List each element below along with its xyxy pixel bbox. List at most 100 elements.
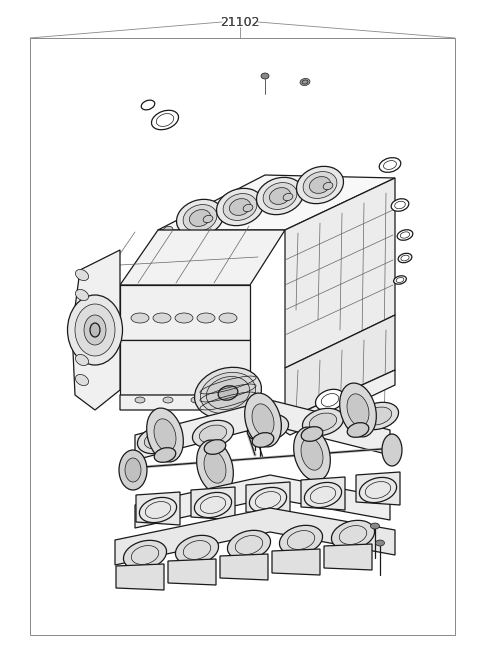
Ellipse shape (269, 188, 290, 204)
Ellipse shape (371, 523, 380, 529)
Ellipse shape (84, 315, 106, 345)
Bar (30, 38, 455, 635)
Ellipse shape (254, 419, 282, 437)
Polygon shape (168, 559, 216, 585)
Ellipse shape (135, 397, 145, 403)
Ellipse shape (301, 426, 323, 442)
Polygon shape (136, 492, 180, 525)
Ellipse shape (229, 198, 251, 215)
Polygon shape (72, 250, 120, 410)
Ellipse shape (199, 425, 227, 443)
Ellipse shape (216, 189, 264, 225)
Ellipse shape (323, 183, 333, 190)
Ellipse shape (256, 177, 303, 215)
Ellipse shape (197, 313, 215, 323)
Ellipse shape (283, 193, 293, 200)
Ellipse shape (137, 426, 179, 454)
Ellipse shape (251, 418, 259, 424)
Polygon shape (301, 477, 345, 510)
Ellipse shape (75, 290, 88, 300)
Text: 21102: 21102 (220, 16, 260, 28)
Ellipse shape (192, 420, 234, 447)
Ellipse shape (261, 73, 269, 79)
Ellipse shape (300, 78, 310, 85)
Text: 21102: 21102 (220, 16, 260, 28)
Polygon shape (120, 230, 285, 285)
Ellipse shape (279, 526, 323, 555)
Ellipse shape (194, 367, 262, 419)
Ellipse shape (347, 394, 369, 426)
Ellipse shape (257, 424, 263, 428)
Ellipse shape (243, 204, 253, 212)
Ellipse shape (68, 295, 122, 365)
Ellipse shape (391, 199, 409, 212)
Ellipse shape (75, 269, 88, 281)
Ellipse shape (394, 276, 407, 284)
Polygon shape (120, 285, 250, 340)
Ellipse shape (141, 100, 155, 110)
Ellipse shape (340, 383, 376, 437)
Ellipse shape (294, 427, 330, 481)
Ellipse shape (379, 158, 401, 172)
Ellipse shape (119, 450, 147, 490)
Ellipse shape (358, 402, 398, 430)
Polygon shape (285, 178, 395, 368)
Polygon shape (191, 487, 235, 520)
Ellipse shape (302, 80, 308, 84)
Ellipse shape (302, 408, 344, 436)
Ellipse shape (204, 451, 226, 483)
Ellipse shape (219, 313, 237, 323)
Ellipse shape (218, 386, 238, 400)
Polygon shape (356, 472, 400, 505)
Ellipse shape (309, 413, 336, 431)
Ellipse shape (154, 447, 176, 463)
Ellipse shape (310, 177, 331, 193)
Ellipse shape (75, 354, 88, 365)
Ellipse shape (263, 183, 297, 210)
Ellipse shape (223, 194, 257, 221)
Ellipse shape (90, 323, 100, 337)
Ellipse shape (252, 433, 274, 447)
Ellipse shape (332, 520, 374, 550)
Ellipse shape (154, 419, 176, 451)
Ellipse shape (197, 440, 233, 494)
Ellipse shape (183, 204, 217, 231)
Ellipse shape (398, 254, 412, 263)
Ellipse shape (144, 431, 172, 449)
Ellipse shape (163, 226, 173, 234)
Ellipse shape (252, 404, 274, 436)
Ellipse shape (203, 215, 213, 223)
Ellipse shape (382, 434, 402, 466)
Polygon shape (220, 554, 268, 580)
Polygon shape (158, 175, 395, 230)
Ellipse shape (163, 397, 173, 403)
Ellipse shape (375, 540, 384, 546)
Ellipse shape (297, 166, 344, 204)
Polygon shape (285, 315, 395, 420)
Ellipse shape (75, 304, 115, 356)
Polygon shape (120, 340, 250, 395)
Polygon shape (135, 475, 390, 528)
Polygon shape (272, 549, 320, 575)
Ellipse shape (152, 110, 179, 129)
Ellipse shape (247, 415, 288, 442)
Ellipse shape (147, 408, 183, 462)
Ellipse shape (175, 313, 193, 323)
Polygon shape (115, 508, 395, 565)
Ellipse shape (123, 540, 167, 570)
Ellipse shape (245, 393, 281, 447)
Ellipse shape (177, 199, 224, 237)
Ellipse shape (176, 535, 218, 564)
Ellipse shape (201, 373, 255, 414)
Ellipse shape (228, 530, 271, 560)
Ellipse shape (206, 376, 250, 409)
Ellipse shape (191, 397, 201, 403)
Ellipse shape (247, 397, 257, 403)
Ellipse shape (303, 171, 337, 198)
Ellipse shape (347, 422, 369, 438)
Ellipse shape (315, 390, 345, 411)
Ellipse shape (125, 458, 141, 482)
Polygon shape (135, 400, 390, 460)
Ellipse shape (397, 230, 413, 240)
Ellipse shape (219, 397, 229, 403)
